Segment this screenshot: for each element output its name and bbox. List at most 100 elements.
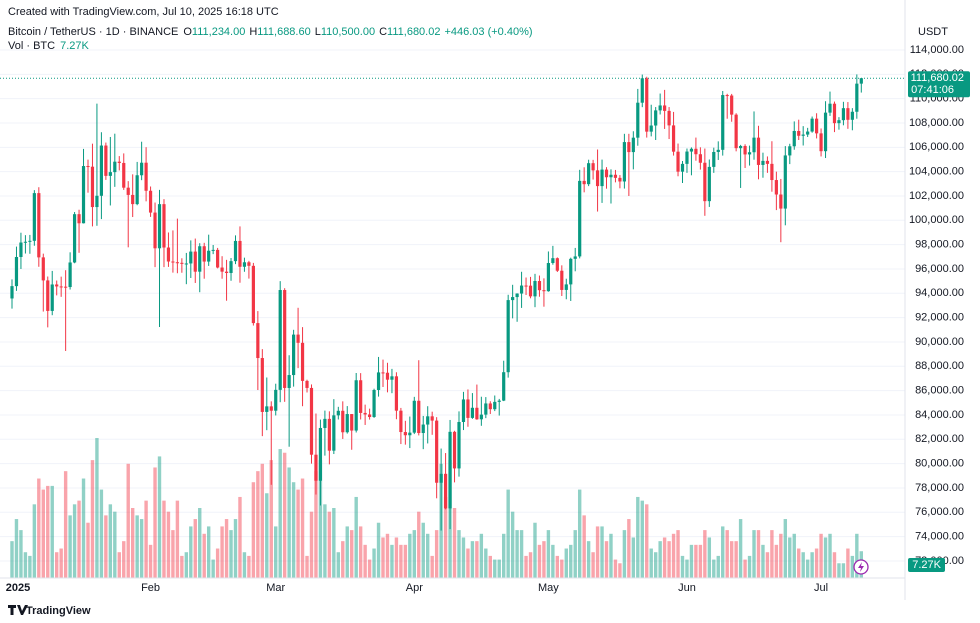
volume-bar	[28, 555, 32, 578]
y-tick-label: 86,000.00	[915, 385, 964, 397]
candle-body	[372, 389, 376, 418]
change: +446.03 (+0.40%)	[444, 26, 532, 38]
candle-body	[600, 169, 604, 187]
volume-bar	[376, 522, 381, 578]
volume-bar	[564, 548, 568, 578]
y-tick-label: 104,000.00	[909, 166, 964, 178]
candle-body	[613, 174, 618, 178]
volume-bar	[323, 504, 327, 578]
volume-bar	[770, 530, 774, 578]
candle-body	[461, 399, 466, 422]
volume-bar	[59, 548, 63, 578]
volume-bar	[756, 530, 761, 578]
ohlc-name: C	[379, 26, 387, 38]
candle-body	[519, 285, 524, 294]
candle-body	[725, 95, 729, 97]
volume-bar	[327, 511, 332, 578]
volume-bar	[108, 504, 113, 578]
volume-bar	[274, 526, 278, 578]
candle-body	[23, 241, 28, 243]
candle-body	[251, 265, 255, 324]
candle-body	[207, 250, 211, 262]
volume-bar	[493, 559, 497, 578]
y-tick-label: 74,000.00	[915, 531, 964, 543]
candle-body	[560, 270, 564, 290]
candle-body	[117, 161, 121, 163]
volume-bar	[703, 530, 707, 578]
volume-bar	[77, 500, 81, 578]
x-tick-label: Jul	[814, 582, 828, 594]
ohlc-value: 110,500.00	[321, 26, 375, 38]
volume-bar	[524, 555, 528, 578]
volume-bar	[99, 489, 104, 578]
candle-body	[667, 110, 671, 126]
candle-body	[162, 204, 166, 248]
volume-bar	[645, 504, 649, 578]
volume-bar	[680, 555, 685, 578]
axis: 72,000.0074,000.0076,000.0078,000.0080,0…	[0, 44, 970, 594]
volume-bar	[600, 526, 604, 578]
candle-body	[551, 258, 555, 264]
volume-bar	[434, 530, 439, 578]
candle-body	[443, 473, 448, 509]
candle-body	[14, 256, 19, 287]
volume-bar	[412, 530, 416, 578]
volume-pane	[10, 438, 863, 578]
price-tag	[908, 71, 970, 98]
candle-body	[108, 172, 112, 176]
candle-body	[332, 415, 336, 451]
candle-body	[292, 334, 296, 376]
candle-body	[797, 130, 801, 136]
candle-body	[86, 166, 90, 168]
candle-body	[452, 431, 457, 469]
candle-body	[314, 454, 318, 481]
candle-body	[779, 194, 783, 209]
volume-bar	[725, 530, 729, 578]
volume-bar	[502, 533, 506, 578]
candle-body	[439, 473, 443, 483]
volume-bar	[224, 519, 229, 578]
candle-body	[184, 263, 188, 265]
candle-body	[479, 414, 483, 420]
candle-body	[573, 256, 577, 259]
volume-bar	[282, 452, 287, 578]
volume-bar	[385, 533, 390, 578]
x-tick-label: Jun	[678, 582, 696, 594]
volume-bar	[653, 552, 658, 578]
volume-bar	[175, 500, 180, 578]
candle-body	[609, 174, 613, 178]
candle-body	[300, 342, 305, 381]
volume-bar	[738, 519, 743, 578]
candle-body	[153, 212, 157, 249]
volume-bar	[242, 552, 247, 578]
candle-body	[99, 145, 103, 196]
legend-row: Bitcoin / TetherUS · 1D · BINANCE O111,23…	[8, 26, 533, 38]
volume-bar	[198, 508, 202, 578]
volume-bar	[408, 533, 412, 578]
volume-bar	[841, 563, 846, 578]
volume-bar	[729, 541, 734, 578]
ohlc-name: H	[249, 26, 257, 38]
volume-bar	[747, 555, 752, 578]
candle-body	[582, 180, 586, 185]
candle-body	[309, 387, 314, 455]
candle-body	[10, 286, 14, 299]
candle-body	[801, 134, 805, 136]
volume-bar	[19, 530, 23, 578]
candle-body	[144, 162, 148, 191]
candle-body	[752, 137, 756, 153]
volume-bar	[752, 530, 756, 578]
y-tick-label: 84,000.00	[915, 409, 964, 421]
candle-body	[721, 95, 725, 150]
volume-bar	[479, 533, 484, 578]
y-tick-label: 76,000.00	[915, 506, 964, 518]
volume-bar	[318, 460, 323, 578]
volume-bar	[551, 544, 555, 578]
candle-body	[502, 372, 506, 401]
volume-bar	[667, 541, 671, 578]
volume-bar	[658, 541, 662, 578]
volume-bar	[14, 519, 19, 578]
volume-bar	[23, 552, 28, 578]
candle-body	[81, 166, 86, 224]
